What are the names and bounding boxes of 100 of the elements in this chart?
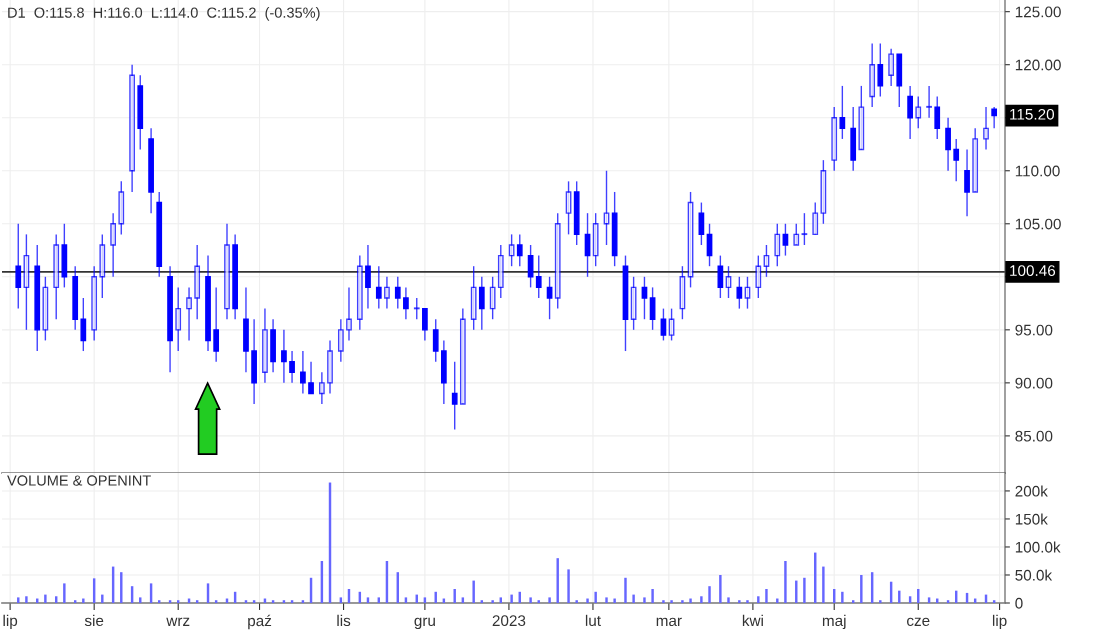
y-tick-label: 90.00 <box>1015 377 1053 389</box>
chart-title: VOLUME & OPENINT <box>7 475 151 486</box>
candlestick <box>812 201 819 236</box>
x-tick-label: lis <box>337 614 351 627</box>
candlestick <box>744 276 751 310</box>
bar <box>453 588 456 603</box>
candlestick <box>698 201 705 246</box>
bar <box>575 600 578 603</box>
candlestick <box>725 265 732 299</box>
y-tick-label: 200k <box>1015 485 1048 497</box>
y-tick-label: 95.00 <box>1015 324 1053 336</box>
candlestick <box>888 48 895 87</box>
bar <box>822 566 825 603</box>
candlestick <box>801 212 808 246</box>
y-tick-label: 50.0k <box>1015 569 1053 581</box>
candlestick <box>983 106 989 151</box>
x-tick-label: lip <box>3 614 18 630</box>
bar <box>567 569 570 603</box>
candlestick <box>565 180 572 236</box>
candlestick <box>478 276 485 331</box>
candlestick <box>945 117 951 172</box>
candlestick <box>365 244 371 310</box>
candlestick <box>300 350 306 395</box>
bar <box>510 594 513 603</box>
chart-title: D1 O:115.8 H:116.0 L:114.0 C:115.2 (-0.35%) <box>8 7 320 21</box>
candlestick <box>755 254 762 299</box>
candlestick <box>926 85 932 119</box>
bar <box>63 583 66 603</box>
x-tick-label: lut <box>585 614 601 627</box>
y-tick-label: 125.00 <box>1015 6 1061 18</box>
candlestick <box>934 95 941 140</box>
candlestick <box>384 276 390 310</box>
bar <box>784 560 787 603</box>
bar <box>803 577 806 603</box>
candlestick <box>403 286 409 320</box>
candlestick <box>15 223 22 310</box>
bar <box>632 594 635 603</box>
candlestick <box>782 223 789 257</box>
x-tick-label: wrz <box>166 617 190 626</box>
bar <box>670 600 673 603</box>
candlestick <box>907 85 913 140</box>
candlestick <box>915 95 922 130</box>
bar <box>491 600 494 603</box>
candlestick <box>964 148 970 218</box>
bar <box>613 598 616 603</box>
bar <box>82 598 85 603</box>
bar <box>529 597 532 603</box>
bar <box>719 574 722 603</box>
bar <box>746 600 749 603</box>
candlestick <box>489 276 496 320</box>
candlestick <box>877 42 884 98</box>
bar <box>44 594 47 603</box>
x-tick-label: 2023 <box>492 615 526 627</box>
bar <box>25 596 28 603</box>
candlestick <box>289 350 295 384</box>
bar <box>689 598 692 603</box>
bar <box>841 591 844 603</box>
candlestick <box>413 297 420 320</box>
candlestick <box>110 212 117 278</box>
bar <box>662 600 665 603</box>
y-tick-label: 120.00 <box>1015 59 1061 71</box>
x-tick-label: lip <box>992 614 1007 630</box>
x-tick-label: paź <box>248 614 272 630</box>
bar <box>700 596 703 603</box>
bar <box>738 600 741 603</box>
bar <box>681 600 684 603</box>
candlestick <box>175 286 182 352</box>
y-tick-label: 0 <box>1015 597 1023 609</box>
candlestick <box>80 297 87 352</box>
bar <box>594 591 597 603</box>
candlestick <box>774 223 781 267</box>
candlestick <box>337 318 344 363</box>
candlestick <box>736 276 743 310</box>
y-tick-label: 105.00 <box>1015 218 1061 230</box>
candlestick <box>991 106 998 130</box>
ref-line-label: 100.46 <box>1010 265 1056 277</box>
bar <box>101 594 104 603</box>
candlestick <box>839 85 846 140</box>
bar <box>879 600 882 603</box>
y-tick-label: 100.0k <box>1015 541 1061 553</box>
candlestick <box>422 307 428 342</box>
candlestick <box>186 286 192 342</box>
candlestick <box>346 286 352 342</box>
candlestick <box>546 276 553 320</box>
candlestick <box>394 276 401 310</box>
bar <box>624 577 627 603</box>
candlestick <box>213 286 220 363</box>
x-tick-label: kwi <box>742 614 763 626</box>
candlestick <box>763 244 770 278</box>
candlestick <box>432 318 439 363</box>
candlestick <box>641 276 648 320</box>
bar <box>776 598 779 603</box>
y-tick-label: 110.00 <box>1015 165 1060 177</box>
candlestick <box>308 360 314 395</box>
candlestick <box>516 233 523 267</box>
candlestick <box>793 223 800 246</box>
bar <box>643 597 646 603</box>
bar <box>605 597 608 603</box>
bar <box>556 558 559 603</box>
bar <box>765 588 768 603</box>
